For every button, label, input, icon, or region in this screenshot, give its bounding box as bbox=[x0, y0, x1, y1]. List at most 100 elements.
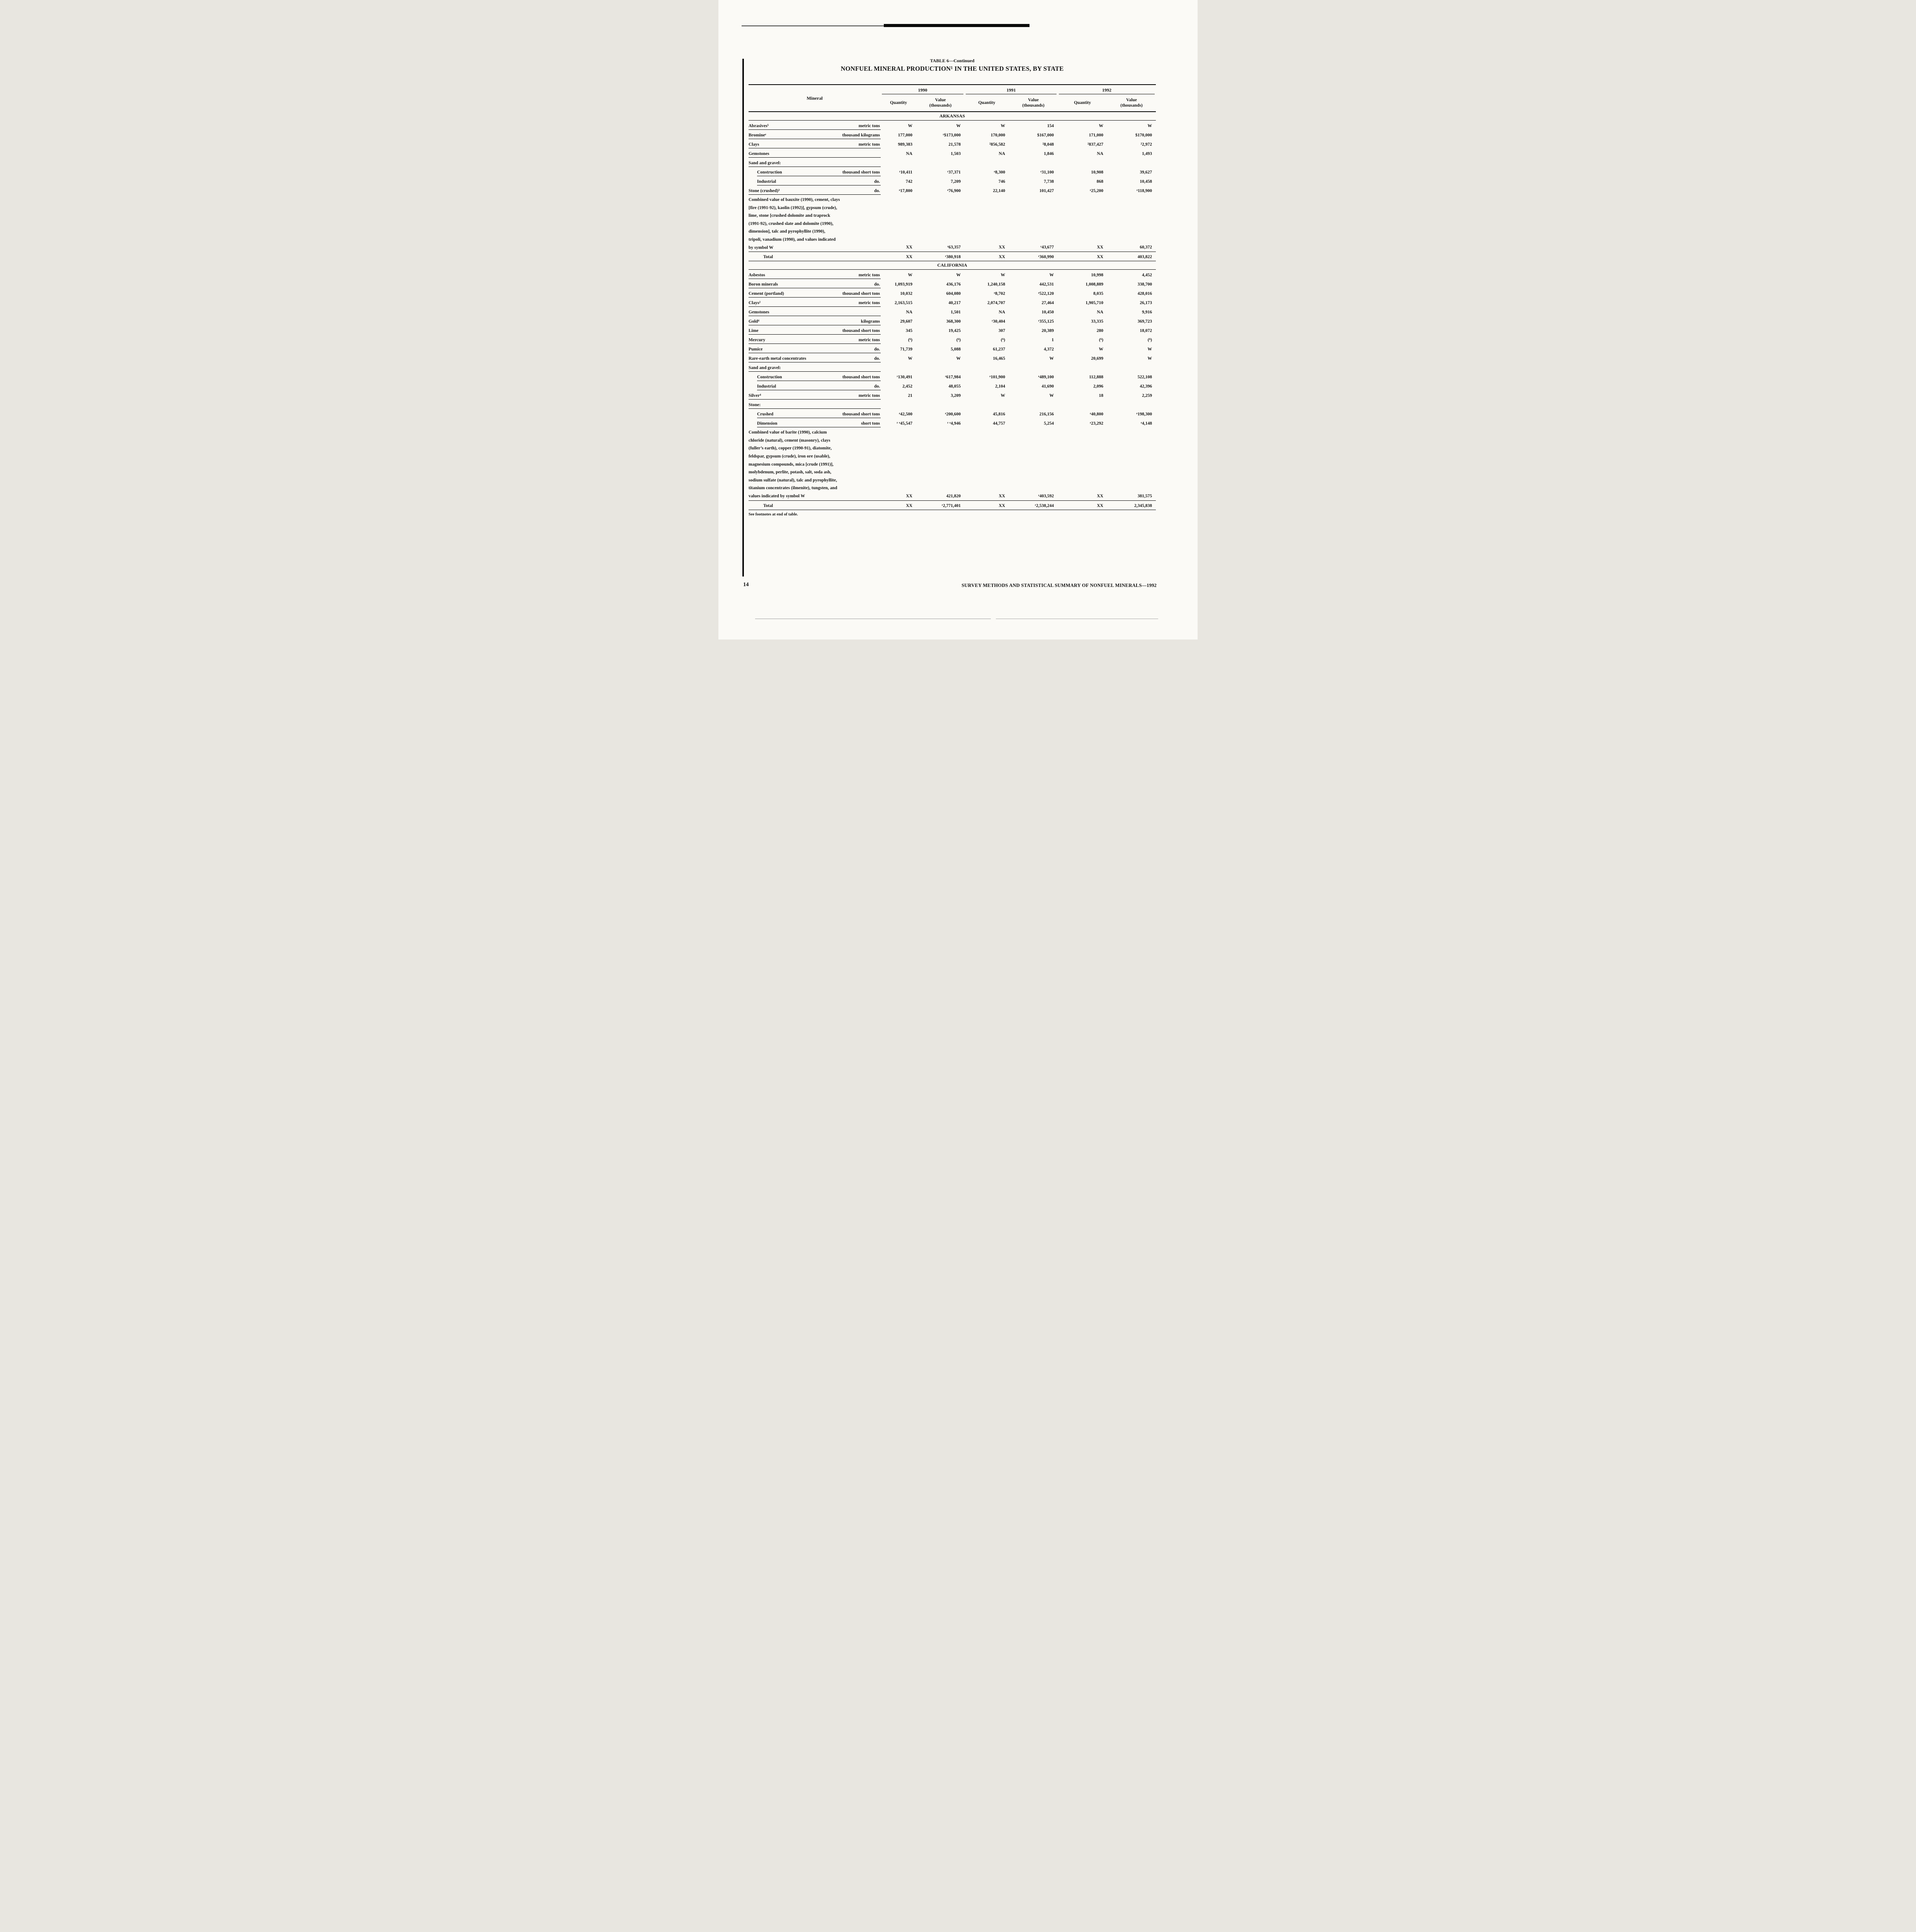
mineral-unit: metric tons bbox=[858, 273, 880, 278]
table-header: Mineral 1990 1991 1992 Quantity Value (t… bbox=[749, 84, 1156, 112]
value-cell: 604,080 bbox=[946, 291, 961, 296]
value-cell: 4,372 bbox=[1044, 347, 1054, 352]
mineral-label: Stone (crushed)³ do. bbox=[749, 189, 881, 195]
combined-value-text: magnesium compounds, mica [crude (1991)]… bbox=[749, 462, 834, 467]
mineral-cell: Boron minerals do. bbox=[749, 282, 881, 289]
value-cell: ʳ30,404 bbox=[992, 319, 1005, 324]
mineral-label: Industrial do. bbox=[757, 179, 881, 185]
value-cell: 4,452 bbox=[1142, 273, 1152, 278]
value-cell: 2,104 bbox=[995, 384, 1005, 389]
mineral-cell: Gemstones bbox=[749, 151, 881, 158]
value-cell: (⁶) bbox=[1147, 338, 1152, 343]
value-cell: 1,905,710 bbox=[1086, 301, 1103, 306]
value-cell: 1,008,889 bbox=[1086, 282, 1103, 287]
value-cell: W bbox=[908, 273, 913, 278]
value-cell: XX bbox=[1097, 493, 1103, 498]
table-row: Total XX ʳ380,918 XX ʳ360,990 XX 403,822 bbox=[749, 252, 1156, 262]
column-header-quantity-1991: Quantity bbox=[978, 100, 995, 105]
value-cell: ᵉ118,900 bbox=[1137, 189, 1152, 193]
value-cell: 112,888 bbox=[1089, 375, 1103, 380]
value-cell: 29,607 bbox=[900, 319, 912, 324]
mineral-label: Construction thousand short tons bbox=[757, 170, 881, 176]
value-cell: 1,093,919 bbox=[895, 282, 912, 287]
mineral-name: Clays² bbox=[749, 301, 761, 306]
value-cell: 10,450 bbox=[1041, 310, 1054, 315]
mineral-unit: do. bbox=[874, 384, 880, 389]
mineral-label: Gold⁴ kilograms bbox=[749, 319, 881, 326]
value-cell: ᵉ42,500 bbox=[899, 412, 912, 417]
mineral-label: Pumice do. bbox=[749, 347, 881, 354]
mineral-label: Silver⁴ metric tons bbox=[749, 393, 881, 400]
table-row: Rare-earth metal concentrates do. W W 16,465… bbox=[749, 353, 1156, 363]
table-row: Cement (portland) thousand short tons 10,0… bbox=[749, 288, 1156, 298]
value-cell: 746 bbox=[998, 179, 1005, 184]
table-row: Industrial do. 2,452 48,055 2,104 41,690 2,096… bbox=[749, 381, 1156, 391]
value-cell: 48,055 bbox=[948, 384, 961, 389]
combined-value-text: values indicated by symbol W bbox=[749, 493, 805, 498]
mineral-name: Industrial bbox=[757, 179, 776, 184]
mineral-unit: metric tons bbox=[858, 338, 880, 343]
value-cell: 368,300 bbox=[946, 319, 961, 324]
combined-value-text: lime, stone [crushed dolomite and trapro… bbox=[749, 213, 830, 218]
mineral-label: Bromineᵉ thousand kilograms bbox=[749, 133, 881, 139]
mineral-name: Stone: bbox=[749, 403, 761, 408]
value-cell: (⁶) bbox=[1001, 338, 1005, 343]
value-cell: 45,816 bbox=[993, 412, 1005, 417]
value-cell: 2,345,838 bbox=[1134, 503, 1152, 508]
mineral-cell: Industrial do. bbox=[749, 179, 881, 185]
table-container: TABLE 6—Continued NONFUEL MINERAL PRODUC… bbox=[749, 58, 1156, 517]
mineral-unit: do. bbox=[874, 189, 880, 193]
value-cell: ᵉ40,800 bbox=[1090, 412, 1103, 417]
table-row: Mercury metric tons (⁶) (⁶) (⁶) 1 (⁶) (⁶) bbox=[749, 335, 1156, 344]
value-cell: 8,035 bbox=[1093, 291, 1103, 296]
mineral-label: Sand and gravel: bbox=[749, 161, 881, 167]
value-cell: 2,259 bbox=[1142, 393, 1152, 398]
mineral-label: Asbestos metric tons bbox=[749, 273, 881, 279]
value-cell: 307 bbox=[998, 328, 1005, 333]
combined-value-text: (fuller’s earth), copper (1990-91), diat… bbox=[749, 446, 832, 451]
table-row: Crushed thousand short tons ᵉ42,500 ᵉ200,60… bbox=[749, 409, 1156, 418]
value-cell bbox=[916, 370, 965, 372]
value-cell: ʳ63,357 bbox=[947, 245, 961, 250]
value-cell: ᵉ200,600 bbox=[945, 412, 961, 417]
mineral-label: Dimension short tons bbox=[757, 421, 881, 428]
mineral-unit: thousand short tons bbox=[842, 412, 880, 417]
value-cell: ʳ ᵉ45,547 bbox=[897, 421, 912, 426]
value-cell: W bbox=[1049, 356, 1054, 361]
value-cell: 280 bbox=[1096, 328, 1103, 333]
value-cell: ²2,972 bbox=[1140, 142, 1152, 147]
mineral-label: Clays metric tons bbox=[749, 142, 881, 148]
mineral-name: Asbestos bbox=[749, 273, 765, 278]
table-row: Gemstones NA 1,501 NA 10,450 NA 9,916 bbox=[749, 307, 1156, 316]
mineral-cell: Bromineᵉ thousand kilograms bbox=[749, 133, 881, 139]
mineral-name: Crushed bbox=[757, 412, 774, 417]
value-cell bbox=[881, 165, 916, 167]
value-cell: XX bbox=[999, 503, 1005, 508]
mineral-cell: Clays² metric tons bbox=[749, 301, 881, 307]
value-cell: W bbox=[1001, 124, 1006, 128]
mineral-name: Silver⁴ bbox=[749, 393, 761, 398]
combined-value-text: Combined value of bauxite (1990), cement… bbox=[749, 197, 840, 202]
value-cell: 177,000 bbox=[898, 133, 912, 138]
mineral-unit: metric tons bbox=[858, 393, 880, 398]
value-cell: 442,531 bbox=[1039, 282, 1054, 287]
mineral-unit: metric tons bbox=[858, 301, 880, 306]
mineral-label: Clays² metric tons bbox=[749, 301, 881, 307]
value-cell: 44,757 bbox=[993, 421, 1005, 426]
value-cell: ᵉ8,702 bbox=[994, 291, 1005, 296]
value-cell: XX bbox=[1097, 255, 1103, 260]
mineral-unit: thousand kilograms bbox=[842, 133, 880, 138]
value-cell: $167,000 bbox=[1037, 133, 1054, 138]
value-cell: XX bbox=[999, 245, 1005, 250]
mineral-name: Total bbox=[763, 255, 773, 260]
combined-value-text: sodium sulfate (natural), talc and pyrop… bbox=[749, 478, 837, 483]
value-cell: 338,700 bbox=[1137, 282, 1152, 287]
mineral-unit: thousand short tons bbox=[842, 375, 880, 380]
value-cell: 10,908 bbox=[1091, 170, 1103, 175]
mineral-label: Construction thousand short tons bbox=[757, 375, 881, 381]
table-body: ARKANSAS Abrasives⁵ metric tons W W W 154 W W Bro… bbox=[749, 112, 1156, 510]
value-cell: 7,209 bbox=[951, 179, 961, 184]
mineral-name: Bromineᵉ bbox=[749, 133, 766, 138]
value-cell: 10,998 bbox=[1091, 273, 1103, 278]
mineral-unit: do. bbox=[874, 179, 880, 184]
